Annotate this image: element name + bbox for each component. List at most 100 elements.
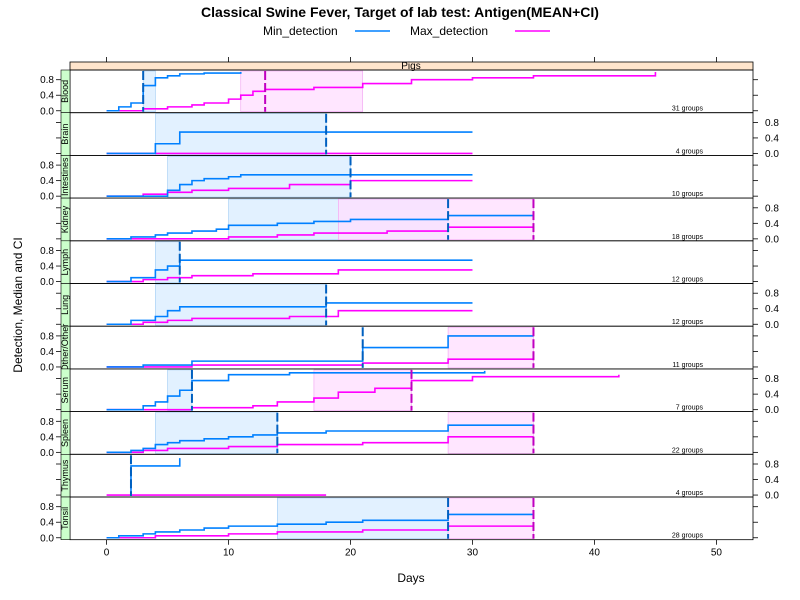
max-detection-line (106, 309, 473, 326)
y-tick-label: 0.4 (40, 347, 54, 358)
max-ci-band (447, 412, 534, 454)
y-tick-label: 0.0 (40, 448, 54, 459)
panel-label: Blood (60, 80, 70, 103)
panel-label: Other/Other (60, 324, 70, 372)
y-tick-label: 0.4 (765, 390, 779, 401)
group-count-label: 28 groups (672, 533, 704, 540)
x-axis-label: Days (397, 571, 424, 585)
group-count-label: 4 groups (676, 490, 704, 497)
y-tick-label: 0.0 (40, 362, 54, 373)
y-tick-label: 0.4 (40, 91, 54, 102)
panels-group: Blood 31 groups 0.0 0.4 0.8 Brain 4 groups 0.0 0… (40, 69, 779, 544)
panel-intestines: Intestines 10 groups 0.0 0.4 0.8 (40, 154, 758, 203)
group-count-label: 10 groups (672, 191, 704, 198)
panel-label: Lung (60, 295, 70, 315)
y-tick-label: 0.8 (765, 289, 779, 300)
y-tick-label: 0.4 (40, 176, 54, 187)
panel-kidney: Kidney 18 groups 0.0 0.4 0.8 (56, 197, 779, 245)
y-tick-label: 0.0 (765, 405, 779, 416)
legend: Min_detection Max_detection (263, 24, 550, 38)
min-ci-band (155, 241, 181, 283)
y-tick-label: 0.4 (40, 432, 54, 443)
group-count-label: 4 groups (676, 148, 704, 155)
max-ci-band (447, 497, 534, 540)
min-detection-line (106, 174, 473, 197)
min-ci-band (142, 70, 156, 113)
y-tick-label: 0.8 (765, 460, 779, 471)
panel-label: Tonsil (60, 507, 70, 530)
group-count-label: 11 groups (672, 362, 703, 369)
y-tick-label: 0.4 (765, 219, 779, 230)
y-tick-label: 0.0 (765, 320, 779, 331)
y-tick-label: 0.4 (765, 475, 779, 486)
min-detection-line (106, 71, 242, 112)
max-detection-line (106, 269, 473, 283)
y-tick-label: 0.0 (40, 106, 54, 117)
group-count-label: 12 groups (672, 277, 704, 284)
group-count-label: 18 groups (672, 234, 704, 241)
group-count-label: 31 groups (672, 106, 704, 113)
panel-label: Brain (60, 124, 70, 145)
panel-label: Kidney (60, 205, 70, 233)
max-detection-line (106, 179, 473, 197)
max-detection-line (106, 374, 620, 411)
min-detection-line (106, 424, 534, 454)
y-tick-label: 0.8 (40, 161, 54, 172)
group-count-label: 12 groups (672, 319, 704, 326)
panel-label: Serum (60, 377, 70, 404)
y-tick-label: 0.0 (40, 277, 54, 288)
y-tick-label: 0.4 (765, 133, 779, 144)
y-tick-label: 0.8 (765, 118, 779, 129)
min-detection-line (106, 513, 534, 539)
y-tick-label: 0.8 (40, 75, 54, 86)
y-tick-label: 0.8 (40, 417, 54, 428)
panel-lung: Lung 12 groups 0.0 0.4 0.8 (56, 283, 779, 331)
legend-label-min: Min_detection (263, 24, 338, 38)
y-tick-label: 0.4 (765, 304, 779, 315)
panel-label-box (60, 496, 71, 541)
min-detection-line (106, 335, 534, 368)
min-detection-line (106, 302, 473, 326)
y-tick-label: 0.4 (40, 262, 54, 273)
group-count-label: 22 groups (672, 447, 704, 454)
x-axis: 0 10 20 30 40 50 (104, 57, 723, 559)
y-tick-label: 0.8 (765, 374, 779, 385)
y-tick-label: 0.8 (40, 246, 54, 257)
x-tick-label: 50 (711, 548, 723, 559)
y-tick-label: 0.8 (765, 203, 779, 214)
y-tick-label: 0.0 (765, 234, 779, 245)
y-tick-label: 0.0 (40, 192, 54, 203)
y-tick-label: 0.0 (40, 533, 54, 544)
min-detection-line (106, 131, 473, 155)
x-tick-label: 10 (223, 548, 235, 559)
panel-frame (69, 453, 754, 498)
legend-label-max: Max_detection (410, 24, 488, 38)
min-detection-line (106, 259, 473, 283)
max-detection-line (106, 436, 534, 454)
y-axis-label: Detection, Median and CI (11, 237, 25, 372)
strip-label: Pigs (401, 61, 420, 72)
panel-tonsil: Tonsil 28 groups 0.0 0.4 0.8 (40, 496, 758, 544)
y-tick-label: 0.8 (40, 331, 54, 342)
max-ci-band (447, 326, 534, 369)
panel-thymus: Thymus 4 groups 0.0 0.4 0.8 (56, 453, 779, 502)
panel-brain: Brain 4 groups 0.0 0.4 0.8 (56, 112, 779, 160)
min-detection-line (130, 458, 181, 496)
panel-label: Spleen (60, 419, 70, 447)
y-tick-label: 0.0 (765, 491, 779, 502)
chart-title: Classical Swine Fever, Target of lab tes… (201, 4, 599, 20)
min-detection-line (106, 370, 486, 411)
panel-spleen: Spleen 22 groups 0.0 0.4 0.8 (40, 411, 758, 459)
panel-serum: Serum 7 groups 0.0 0.4 0.8 (56, 368, 779, 416)
panel-label: Thymus (60, 459, 70, 492)
max-detection-line (106, 71, 657, 112)
group-count-label: 7 groups (676, 405, 704, 412)
x-tick-label: 30 (467, 548, 479, 559)
min-detection-line (106, 214, 534, 240)
y-tick-label: 0.8 (40, 502, 54, 513)
x-tick-label: 20 (345, 548, 357, 559)
min-ci-band (155, 113, 327, 155)
x-tick-label: 0 (104, 548, 110, 559)
x-tick-label: 40 (589, 548, 601, 559)
